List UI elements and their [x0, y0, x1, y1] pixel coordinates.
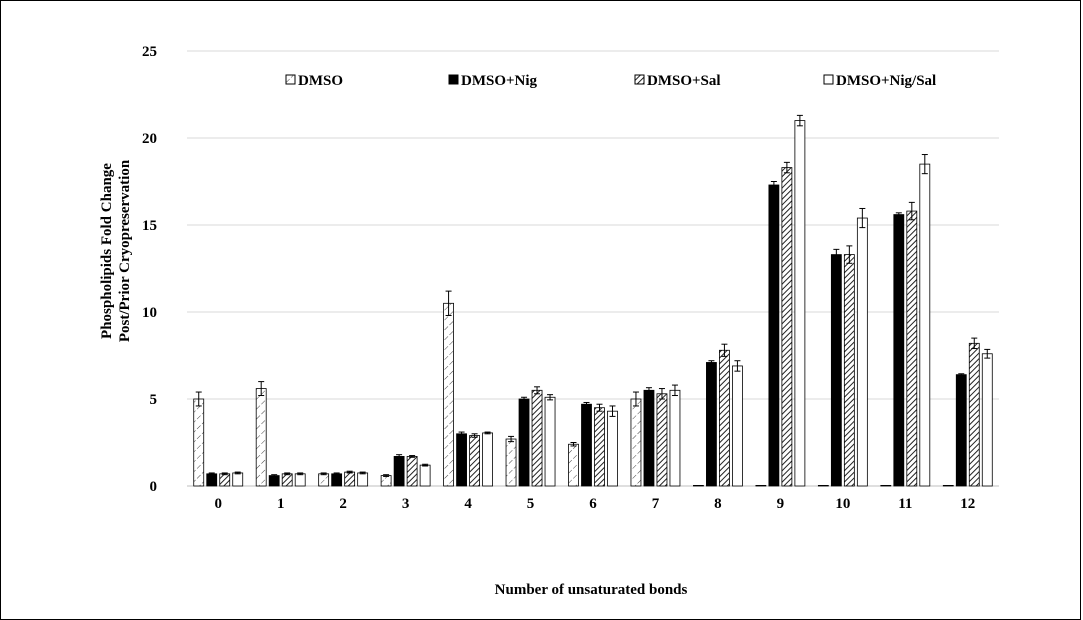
bar-dmso-nig-0	[206, 473, 218, 487]
bar-dmso-nig-sal-1	[294, 473, 306, 487]
bar-dmso-nig-sal-7	[669, 389, 681, 487]
y-axis-label-line-1: Phospholipids Fold Change	[99, 163, 115, 339]
x-tick-label: 4	[464, 496, 472, 512]
legend-label: DMSO+Sal	[647, 73, 721, 89]
bar-dmso-nig-5	[518, 398, 530, 487]
x-tick-label: 0	[214, 496, 222, 512]
legend-label: DMSO+Nig/Sal	[836, 73, 936, 89]
bar-dmso-nig-3	[393, 456, 405, 487]
y-tick-label: 20	[142, 131, 157, 147]
y-tick-label: 10	[142, 305, 157, 321]
bar-dmso-nig-9	[768, 184, 780, 487]
bar-dmso-nig-sal-3	[419, 464, 431, 487]
bar-dmso-sal-6	[594, 407, 605, 487]
bar-dmso-10	[817, 484, 829, 487]
bar-dmso-nig-sal-4	[482, 432, 493, 487]
bar-dmso-sal-12	[968, 342, 980, 487]
bar-dmso-sal-8	[719, 349, 730, 487]
bar-dmso-nig-7	[643, 389, 655, 487]
y-tick-label: 0	[150, 479, 158, 495]
bar-dmso-nig-sal-9	[794, 120, 806, 487]
bar-dmso-nig-10	[830, 254, 842, 487]
bar-dmso-nig-4	[456, 433, 467, 487]
bar-dmso-sal-10	[843, 254, 855, 487]
bar-dmso-nig-8	[706, 362, 717, 487]
bar-dmso-5	[505, 438, 517, 487]
legend-swatch	[448, 74, 459, 85]
bar-dmso-nig-sal-2	[357, 472, 369, 487]
gridlines	[187, 50, 999, 487]
bar-dmso-9	[755, 484, 767, 487]
x-axis-label: Number of unsaturated bonds	[495, 582, 688, 598]
y-tick-label: 25	[142, 44, 157, 60]
bar-dmso-1	[255, 388, 267, 487]
bar-dmso-2	[318, 473, 330, 487]
bar-dmso-6	[568, 443, 579, 487]
legend-swatch	[823, 74, 834, 85]
bar-dmso-sal-11	[906, 210, 918, 487]
x-tick-label: 1	[277, 496, 285, 512]
bar-dmso-12	[942, 484, 954, 487]
bar-dmso-nig-2	[331, 473, 343, 487]
x-tick-label: 6	[589, 496, 597, 512]
x-tick-label: 12	[960, 496, 975, 512]
y-tick-label: 15	[142, 218, 157, 234]
bar-dmso-sal-7	[656, 393, 668, 487]
x-tick-label: 9	[777, 496, 785, 512]
x-tick-label: 8	[714, 496, 722, 512]
legend-swatch	[634, 74, 645, 85]
bar-dmso-nig-11	[893, 214, 905, 487]
bar-dmso-sal-1	[281, 473, 293, 487]
bar-dmso-nig-sal-10	[856, 217, 868, 487]
bar-dmso-11	[880, 484, 892, 487]
bar-dmso-3	[380, 475, 392, 487]
bars	[193, 114, 993, 487]
bar-dmso-sal-0	[219, 473, 231, 487]
x-tick-label: 7	[652, 496, 660, 512]
x-tick-labels: 0 1 2 3 4 5 6 7 8 9 10 11 12	[214, 496, 975, 512]
x-tick-label: 3	[402, 496, 410, 512]
bar-dmso-8	[693, 484, 704, 487]
bar-dmso-sal-4	[469, 435, 480, 487]
y-tick-label: 5	[150, 392, 158, 408]
bar-dmso-7	[630, 398, 642, 487]
x-tick-label: 10	[835, 496, 850, 512]
legend: DMSO DMSO+Nig DMSO+Sal DMSO+Nig/Sal	[285, 73, 936, 89]
bar-dmso-nig-6	[581, 403, 592, 487]
bar-dmso-4	[443, 302, 454, 487]
x-tick-label: 5	[527, 496, 535, 512]
bar-dmso-sal-3	[406, 456, 418, 487]
bar-dmso-sal-5	[531, 389, 543, 487]
bar-dmso-sal-2	[344, 471, 356, 487]
bar-dmso-nig-1	[268, 475, 280, 487]
bar-dmso-0	[193, 398, 205, 487]
bar-dmso-sal-9	[781, 167, 793, 487]
legend-label: DMSO+Nig	[461, 73, 538, 89]
bar-dmso-nig-sal-5	[544, 396, 556, 487]
x-tick-label: 11	[898, 496, 912, 512]
legend-swatch	[285, 74, 296, 85]
x-tick-label: 2	[339, 496, 347, 512]
y-tick-labels: 0 5 10 15 20 25	[142, 44, 157, 495]
legend-label: DMSO	[298, 73, 343, 89]
bar-dmso-nig-sal-6	[607, 410, 618, 487]
bar-dmso-nig-sal-0	[232, 472, 244, 487]
bar-dmso-nig-sal-12	[981, 353, 993, 487]
bar-dmso-nig-12	[955, 374, 967, 487]
y-axis-label-line-2: Post/Prior Cryopreservation	[117, 159, 133, 342]
bar-dmso-nig-sal-11	[919, 163, 931, 487]
bar-dmso-nig-sal-8	[732, 365, 743, 487]
